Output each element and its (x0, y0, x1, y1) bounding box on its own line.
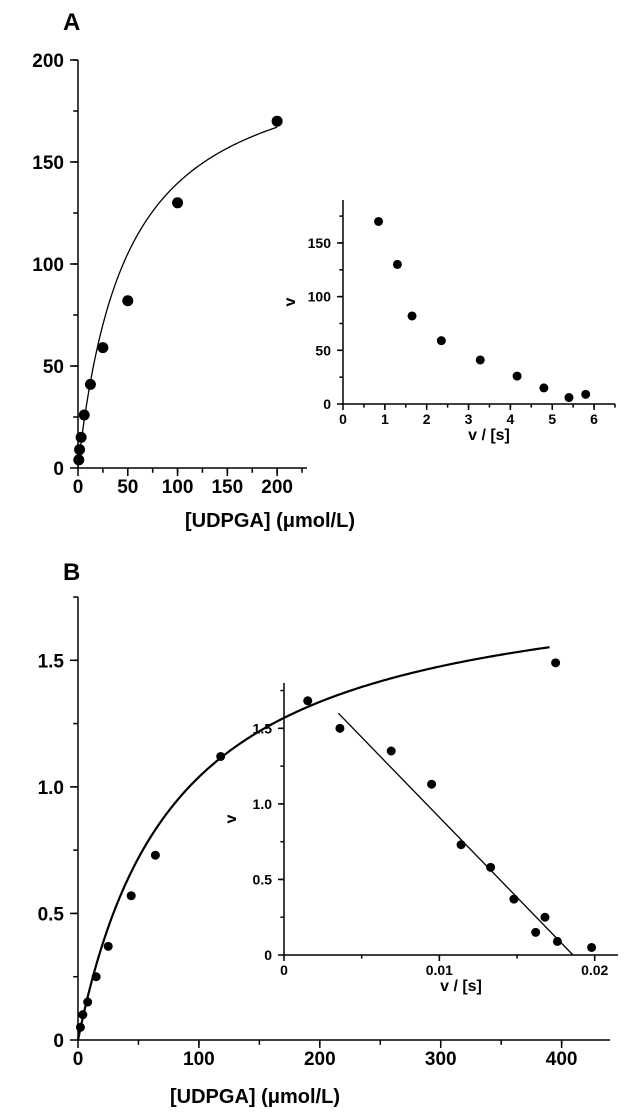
x-tick-label: 200 (261, 477, 293, 498)
data-point (84, 378, 96, 390)
x-axis-title: [UDPGA] (μmol/L) (170, 1086, 340, 1108)
inset-data-point (456, 840, 466, 850)
inset-plot: 0 0.01 0.02 0 0.5 1.0 1.5 v / [s] v (223, 683, 618, 995)
fit-curve (77, 126, 278, 469)
inset-fit-line (337, 712, 574, 956)
y-tick-label: 0 (53, 459, 64, 480)
data-point (303, 696, 313, 706)
inset-data-point (552, 936, 562, 946)
inset-y-axis-title: v (282, 297, 299, 306)
y-tick-label: 1.0 (38, 778, 64, 799)
data-point (126, 891, 136, 901)
inset-y-axis-title: v (223, 814, 240, 823)
data-point (75, 431, 87, 443)
data-point (150, 850, 160, 860)
data-point (172, 197, 184, 209)
y-tick-label: 1.5 (253, 720, 273, 736)
inset-x-axis-title: v / [s] (440, 978, 482, 995)
x-tick-label: 0 (73, 477, 84, 498)
inset-data-point (509, 894, 519, 904)
data-point (103, 941, 113, 951)
y-tick-label: 0.5 (38, 904, 65, 925)
y-tick-label: 50 (43, 357, 64, 378)
y-tick-label: 200 (32, 51, 64, 72)
x-tick-label: 50 (117, 477, 138, 498)
data-point (122, 295, 134, 307)
x-tick-label: 0 (280, 962, 288, 978)
x-tick-label: 0.02 (581, 962, 608, 978)
x-tick-label: 400 (546, 1049, 578, 1070)
inset-data-point (407, 311, 417, 321)
y-tick-label: 0 (53, 1031, 64, 1052)
y-tick-label: 150 (308, 235, 332, 251)
x-tick-label: 3 (465, 411, 473, 427)
inset-plot: 0 1 2 3 4 5 6 0 50 100 150 v / [s] v (282, 200, 616, 444)
inset-data-point (386, 746, 396, 756)
x-tick-label: 0.01 (426, 962, 453, 978)
inset-data-point (587, 942, 597, 952)
inset-data-point (581, 389, 591, 399)
data-point (74, 444, 86, 456)
panel-b: B 0 100 200 300 400 0 0.5 1.0 1.5 [UDPGA] (μmol/L)… (38, 559, 618, 1108)
data-point (97, 342, 109, 354)
y-tick-label: 1.5 (38, 651, 65, 672)
y-tick-label: 0 (323, 396, 331, 412)
inset-data-point (392, 259, 402, 269)
x-tick-label: 1 (381, 411, 389, 427)
y-tick-label: 1.0 (253, 796, 273, 812)
inset-data-point (486, 862, 496, 872)
y-tick-label: 100 (32, 255, 64, 276)
panel-label: B (63, 559, 80, 586)
panel-label: A (63, 9, 80, 36)
inset-data-point (539, 383, 549, 393)
x-tick-label: 6 (590, 411, 598, 427)
inset-x-axis-title: v / [s] (468, 427, 510, 444)
inset-data-point (475, 355, 485, 365)
x-tick-label: 5 (548, 411, 556, 427)
data-point (73, 454, 85, 466)
x-tick-label: 100 (183, 1049, 215, 1070)
data-point (83, 997, 93, 1007)
data-point (271, 115, 283, 127)
x-tick-label: 150 (211, 477, 243, 498)
y-tick-label: 0 (264, 947, 272, 963)
data-point (216, 751, 226, 761)
x-tick-label: 2 (423, 411, 431, 427)
y-tick-label: 100 (308, 289, 332, 305)
data-point (551, 658, 561, 668)
inset-data-point (374, 216, 384, 226)
inset-data-point (564, 393, 574, 403)
data-point (78, 1010, 88, 1020)
inset-data-point (512, 371, 522, 381)
x-tick-label: 200 (304, 1049, 336, 1070)
x-axis-title: [UDPGA] (μmol/L) (185, 510, 355, 532)
x-tick-label: 4 (506, 411, 514, 427)
x-tick-label: 300 (425, 1049, 457, 1070)
x-tick-label: 0 (73, 1049, 84, 1070)
data-point (91, 972, 101, 982)
y-tick-label: 150 (32, 153, 64, 174)
data-point (78, 409, 90, 421)
inset-data-point (531, 927, 541, 937)
inset-data-point (427, 779, 437, 789)
data-point (75, 1022, 85, 1032)
y-tick-label: 50 (315, 342, 331, 358)
inset-data-point (436, 336, 446, 346)
x-tick-label: 100 (162, 477, 194, 498)
fit-curve (76, 646, 550, 1041)
inset-data-point (335, 723, 345, 733)
inset-data-point (540, 912, 550, 922)
x-tick-label: 0 (339, 411, 347, 427)
y-tick-label: 0.5 (253, 871, 273, 887)
